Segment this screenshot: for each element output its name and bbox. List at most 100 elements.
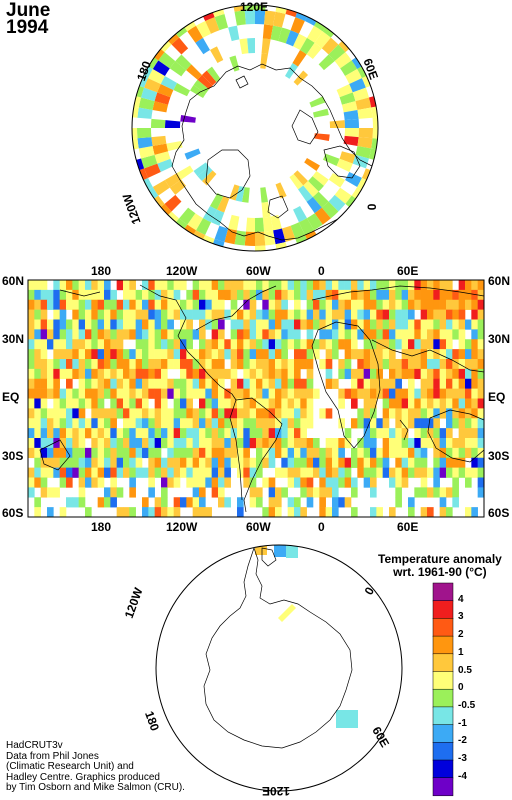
anomaly-cell: [28, 438, 35, 449]
anomaly-cell: [40, 378, 48, 389]
anomaly-cell: [256, 438, 263, 449]
anomaly-cell: [152, 143, 169, 155]
anomaly-cell: [173, 507, 181, 517]
anomaly-cell: [180, 299, 187, 310]
anomaly-cell: [255, 245, 267, 251]
anomaly-cell: [414, 289, 421, 301]
anomaly-cell: [401, 319, 409, 330]
anomaly-cell: [72, 359, 79, 370]
anomaly-cell: [211, 477, 219, 488]
anomaly-cell: [243, 457, 250, 468]
anomaly-cell: [256, 329, 263, 340]
anomaly-cell: [66, 378, 73, 389]
anomaly-cell: [351, 329, 358, 340]
anomaly-cell: [332, 457, 339, 468]
anomaly-cell: [275, 497, 282, 508]
anomaly-cell: [78, 378, 86, 389]
anomaly-cell: [433, 408, 440, 419]
latitude-label-left: EQ: [2, 390, 20, 404]
anomaly-cell: [446, 418, 453, 429]
anomaly-cell: [154, 339, 162, 350]
anomaly-cell: [465, 280, 472, 291]
global-map-frame: [27, 279, 485, 518]
anomaly-cell: [218, 280, 225, 291]
anomaly-cell: [370, 339, 377, 350]
anomaly-cell: [66, 280, 73, 291]
anomaly-cell: [199, 507, 206, 517]
anomaly-cell: [370, 507, 377, 517]
anomaly-cell: [173, 497, 181, 508]
anomaly-cell: [249, 329, 257, 340]
anomaly-cell: [199, 477, 206, 488]
anomaly-cell: [325, 408, 333, 419]
anomaly-cell: [293, 33, 307, 51]
anomaly-cell: [28, 477, 35, 488]
anomaly-cell: [186, 339, 193, 350]
anomaly-cell: [281, 289, 288, 301]
anomaly-cell: [192, 280, 200, 291]
anomaly-cell: [243, 309, 250, 320]
anomaly-cell: [249, 418, 257, 429]
anomaly-cell: [53, 438, 60, 449]
anomaly-cell: [123, 289, 130, 301]
anomaly-cell: [275, 280, 282, 291]
anomaly-cell: [433, 349, 440, 360]
anomaly-cell: [357, 137, 373, 149]
anomaly-cell: [85, 359, 92, 370]
anomaly-cell: [137, 107, 153, 119]
anomaly-cell: [414, 368, 421, 380]
anomaly-cell: [199, 467, 206, 478]
anomaly-cell: [47, 507, 54, 517]
anomaly-cell: [34, 507, 41, 517]
anomaly-cell: [357, 299, 364, 310]
anomaly-cell: [249, 349, 257, 360]
global-map: [27, 279, 485, 518]
anomaly-cell: [370, 378, 377, 389]
anomaly-cell: [104, 339, 111, 350]
anomaly-cell: [78, 388, 86, 399]
anomaly-cell: [161, 477, 168, 488]
anomaly-cell: [186, 438, 193, 449]
anomaly-cell: [243, 280, 250, 291]
anomaly-cell: [256, 280, 263, 291]
anomaly-cell: [268, 388, 276, 399]
anomaly-cell: [218, 388, 225, 399]
legend-color-swatch: [432, 706, 454, 726]
anomaly-cell: [363, 398, 371, 409]
anomaly-cell: [135, 467, 143, 478]
anomaly-cell: [135, 289, 143, 301]
anomaly-cell: [116, 408, 124, 419]
anomaly-cell: [363, 408, 371, 419]
anomaly-cell: [344, 467, 352, 478]
anomaly-cell: [433, 398, 440, 409]
anomaly-cell: [154, 349, 162, 360]
anomaly-cell: [351, 368, 358, 380]
anomaly-cell: [110, 408, 117, 419]
anomaly-cell: [363, 388, 371, 399]
anomaly-cell: [97, 398, 105, 409]
anomaly-cell: [85, 349, 92, 360]
anomaly-cell: [243, 388, 250, 399]
anomaly-cell: [123, 368, 130, 380]
anomaly-cell: [53, 359, 60, 370]
anomaly-cell: [249, 487, 257, 498]
anomaly-cell: [40, 388, 48, 399]
anomaly-cell: [408, 339, 415, 350]
anomaly-cell: [446, 299, 453, 310]
anomaly-cell: [230, 408, 238, 419]
anomaly-cell: [401, 428, 409, 439]
anomaly-cell: [129, 507, 136, 517]
anomaly-cell: [300, 349, 307, 360]
anomaly-cell: [148, 447, 155, 459]
anomaly-cell: [300, 438, 307, 449]
anomaly-cell: [91, 467, 98, 478]
legend-tick: -3: [458, 753, 467, 764]
anomaly-cell: [452, 378, 459, 389]
anomaly-cell: [28, 398, 35, 409]
anomaly-cell: [59, 388, 67, 399]
anomaly-cell: [439, 408, 447, 419]
anomaly-cell: [389, 299, 396, 310]
anomaly-cell: [262, 299, 269, 310]
anomaly-cell: [433, 467, 440, 478]
anomaly-cell: [433, 378, 440, 389]
